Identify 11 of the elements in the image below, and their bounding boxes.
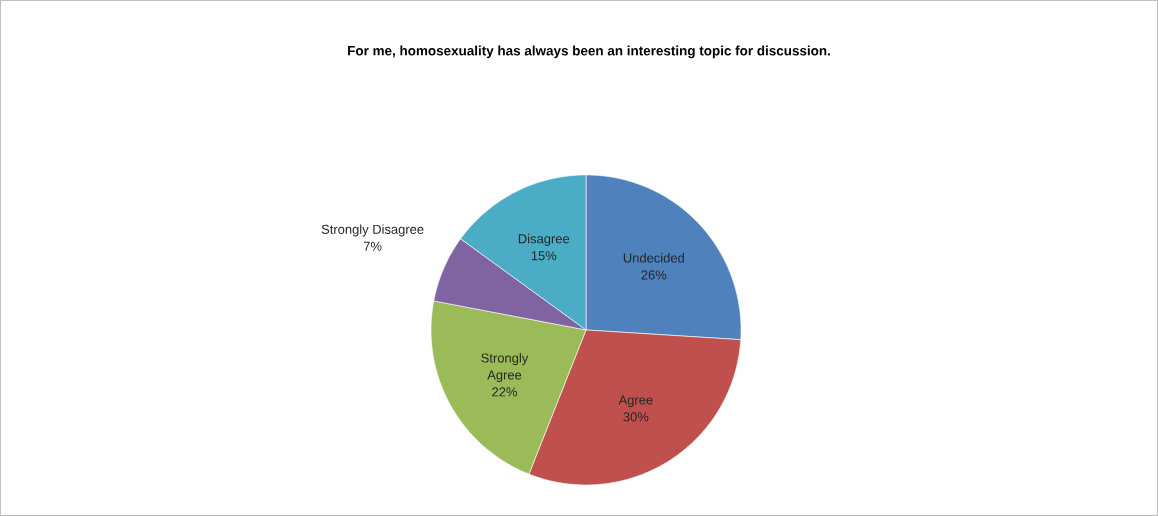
slice-label: Strongly Disagree xyxy=(321,224,424,237)
slice-label: Disagree xyxy=(518,233,570,246)
data-label: 15% xyxy=(531,251,557,261)
data-label: 30% xyxy=(623,412,649,422)
data-label: 22% xyxy=(492,387,517,397)
data-label: 26% xyxy=(641,270,667,280)
data-label: 7% xyxy=(363,241,382,251)
slice-label: Strongly Agree xyxy=(481,353,529,383)
slice-label: Agree xyxy=(618,395,653,408)
chart-title: For me, homosexuality has always been an interesting topic for discussion. xyxy=(348,45,830,59)
slice-label: Undecided xyxy=(623,253,684,263)
